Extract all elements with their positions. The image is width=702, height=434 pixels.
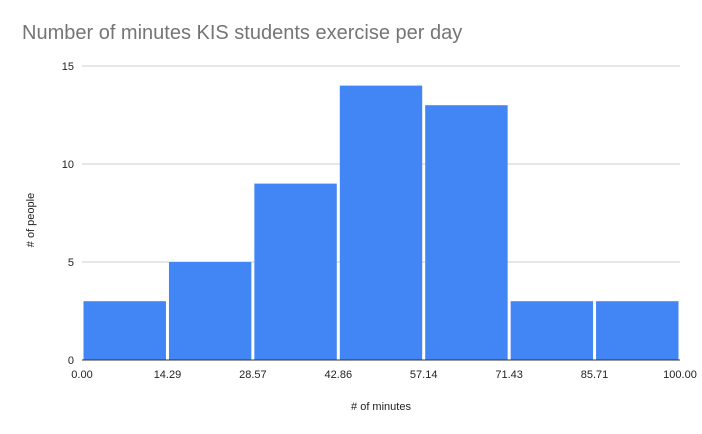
y-tick-label: 10	[62, 159, 74, 171]
x-tick-label: 14.29	[154, 369, 182, 381]
bar-bin-3	[254, 183, 337, 360]
y-tick-label: 5	[68, 257, 74, 269]
x-tick-label: 71.43	[495, 369, 523, 381]
y-tick-label: 0	[68, 355, 74, 367]
y-axis-ticks: 0 5 10 15	[62, 61, 74, 367]
bar-bin-6	[510, 301, 594, 360]
bar-bin-1	[83, 301, 166, 360]
bar-bin-7	[596, 301, 679, 360]
bar-bin-2	[168, 262, 252, 360]
x-tick-label: 57.14	[410, 369, 438, 381]
x-tick-label: 28.57	[239, 369, 267, 381]
x-axis-label: # of minutes	[351, 401, 411, 413]
x-axis-ticks: 0.00 14.29 28.57 42.86 57.14 71.43 85.71 100.00	[71, 369, 697, 381]
histogram-bars	[82, 85, 680, 361]
y-axis-label: # of people	[25, 193, 37, 247]
x-tick-label: 0.00	[71, 369, 92, 381]
chart-title: Number of minutes KIS students exercise …	[22, 22, 463, 44]
x-tick-label: 100.00	[663, 369, 697, 381]
y-tick-label: 15	[62, 61, 74, 73]
bar-bin-5	[425, 105, 508, 360]
x-tick-label: 42.86	[325, 369, 353, 381]
x-tick-label: 85.71	[581, 369, 609, 381]
bar-bin-4	[339, 85, 423, 360]
